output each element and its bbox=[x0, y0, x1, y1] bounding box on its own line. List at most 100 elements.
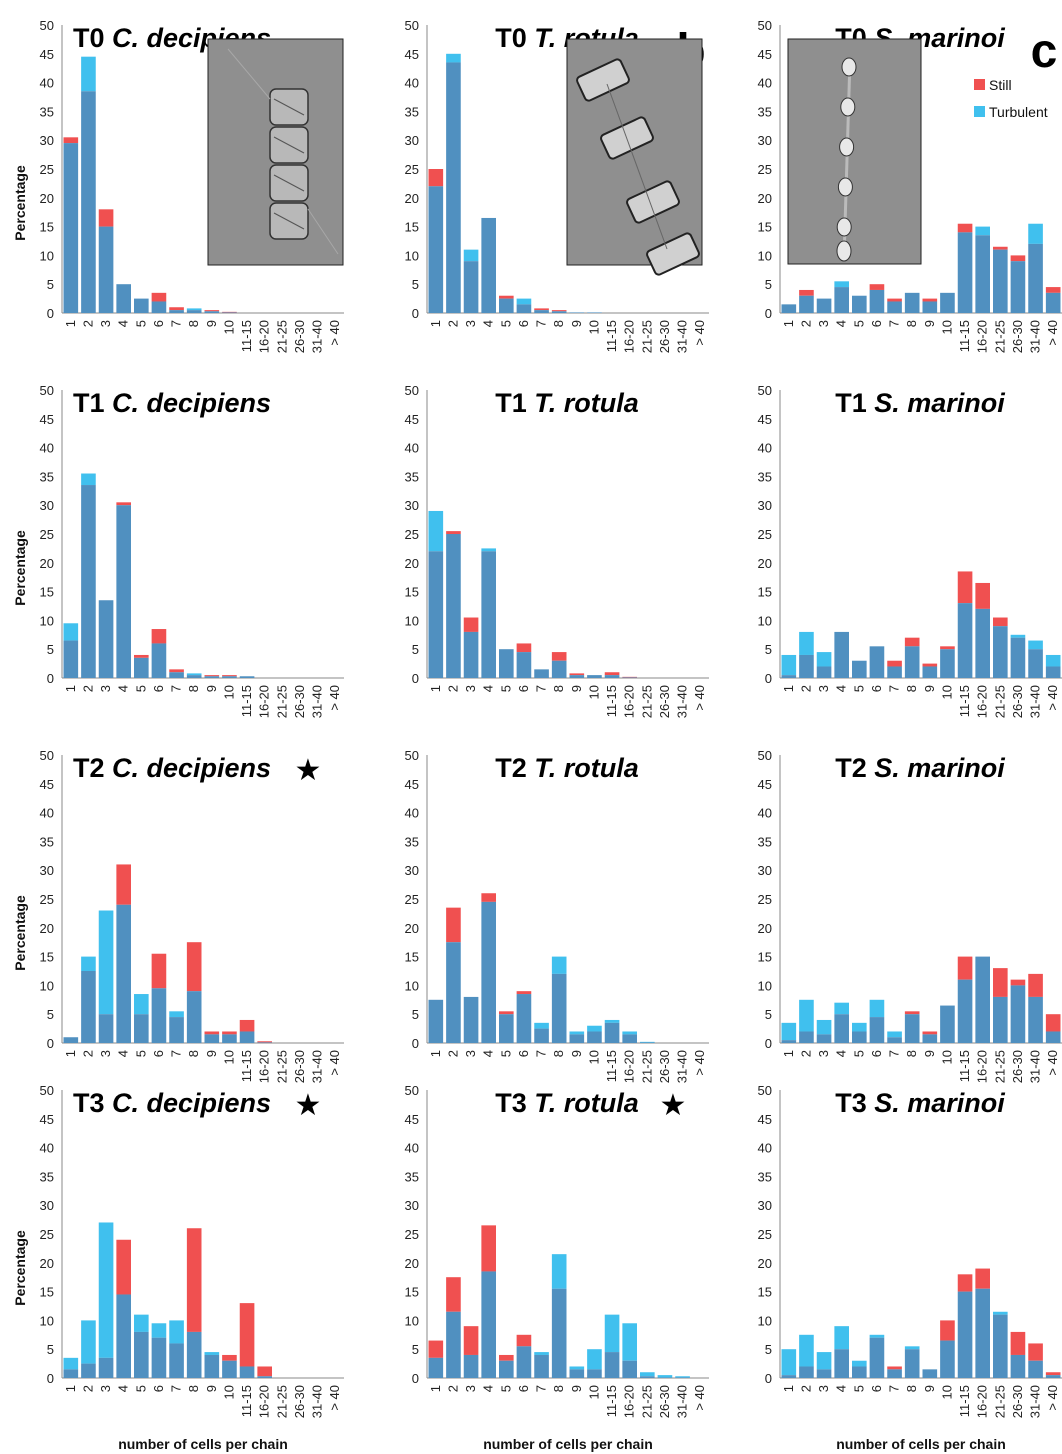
y-tick-label: 30 bbox=[405, 1198, 419, 1213]
x-tick-label: 1 bbox=[63, 685, 78, 692]
bar-excess bbox=[957, 956, 973, 980]
bar-excess bbox=[622, 676, 637, 678]
x-tick-label: 11-15 bbox=[957, 1050, 972, 1082]
x-tick-label: 26-30 bbox=[657, 320, 672, 353]
bar-overlap bbox=[516, 304, 532, 313]
panel-title-species: C. decipiens bbox=[112, 753, 271, 783]
y-tick-label: 5 bbox=[47, 1007, 54, 1022]
y-tick-label: 10 bbox=[758, 978, 772, 993]
bar-excess bbox=[587, 1349, 602, 1370]
y-tick-label: 45 bbox=[40, 412, 54, 427]
x-tick-label: 3 bbox=[98, 320, 113, 327]
y-tick-label: 10 bbox=[405, 978, 419, 993]
x-tick-label: 16-20 bbox=[257, 320, 272, 353]
bar-excess bbox=[204, 1031, 220, 1035]
bar-excess bbox=[799, 289, 814, 296]
y-axis-label: Percentage bbox=[12, 530, 28, 606]
x-tick-label: 31-40 bbox=[675, 1050, 690, 1083]
bar-overlap bbox=[151, 988, 167, 1043]
bar-excess bbox=[1010, 979, 1026, 986]
bar-overlap bbox=[940, 649, 955, 678]
bar-overlap bbox=[1010, 985, 1026, 1043]
y-tick-label: 10 bbox=[758, 613, 772, 628]
bar-overlap bbox=[516, 994, 532, 1043]
bar-overlap bbox=[569, 1034, 585, 1043]
x-tick-label: 4 bbox=[834, 320, 849, 327]
bar-overlap bbox=[222, 676, 237, 678]
panel-title-species: C. decipiens bbox=[112, 388, 271, 418]
bar-excess bbox=[239, 1303, 255, 1367]
x-tick-label: 16-20 bbox=[622, 685, 637, 718]
bar-overlap bbox=[1010, 261, 1026, 313]
y-tick-label: 15 bbox=[758, 220, 772, 235]
x-tick-label: 2 bbox=[80, 685, 95, 692]
cell-shape bbox=[837, 177, 853, 197]
x-tick-label: 8 bbox=[186, 685, 201, 692]
x-tick-label: 21-25 bbox=[639, 1050, 654, 1083]
y-tick-label: 30 bbox=[405, 863, 419, 878]
panel-title-timepoint: T1 bbox=[495, 388, 534, 418]
bar-overlap bbox=[98, 1357, 114, 1378]
bar-overlap bbox=[1045, 1375, 1061, 1378]
x-tick-label: 2 bbox=[445, 320, 460, 327]
bar-excess bbox=[604, 672, 620, 676]
bar-excess bbox=[869, 1334, 885, 1338]
bar-excess bbox=[134, 1314, 149, 1332]
x-tick-label: 5 bbox=[851, 1385, 866, 1392]
bar-overlap bbox=[869, 1337, 885, 1378]
bar-overlap bbox=[239, 1031, 255, 1043]
bar-excess bbox=[975, 582, 990, 609]
x-tick-label: 21-25 bbox=[992, 1050, 1007, 1083]
x-tick-label: 6 bbox=[516, 320, 531, 327]
x-tick-label: 2 bbox=[80, 1050, 95, 1057]
x-tick-label: 31-40 bbox=[1028, 1385, 1043, 1418]
bar-overlap bbox=[834, 631, 849, 678]
bar-overlap bbox=[993, 626, 1008, 678]
x-tick-label: 26-30 bbox=[657, 1050, 672, 1083]
bar-excess bbox=[657, 1375, 673, 1378]
bar-overlap bbox=[993, 1314, 1008, 1378]
bar-excess bbox=[446, 1277, 461, 1312]
y-tick-label: 35 bbox=[405, 834, 419, 849]
x-tick-label: 8 bbox=[904, 1385, 919, 1392]
bar-excess bbox=[81, 56, 96, 92]
x-tick-label: 6 bbox=[151, 320, 166, 327]
y-tick-label: 45 bbox=[758, 777, 772, 792]
y-tick-label: 20 bbox=[758, 921, 772, 936]
x-tick-label: 6 bbox=[869, 1385, 884, 1392]
x-tick-label: 16-20 bbox=[257, 1385, 272, 1418]
bar-overlap bbox=[1010, 637, 1026, 678]
cell-detail bbox=[273, 136, 305, 154]
x-tick-label: 21-25 bbox=[274, 1385, 289, 1418]
bar-excess bbox=[1010, 634, 1026, 638]
x-tick-label: 5 bbox=[498, 1385, 513, 1392]
panel-title: T3 C. decipiens bbox=[73, 1088, 271, 1118]
bar-overlap bbox=[975, 956, 990, 1043]
x-tick-label: 7 bbox=[887, 1385, 902, 1392]
y-tick-label: 50 bbox=[758, 18, 772, 33]
x-tick-label: 7 bbox=[169, 320, 184, 327]
bar-overlap bbox=[816, 1369, 832, 1378]
bar-excess bbox=[463, 1326, 479, 1355]
x-tick-label: 9 bbox=[204, 1385, 219, 1392]
x-tick-label: 2 bbox=[798, 1385, 813, 1392]
bar-excess bbox=[151, 1323, 167, 1338]
y-tick-label: 0 bbox=[765, 1036, 772, 1051]
bar-overlap bbox=[63, 640, 79, 678]
y-tick-label: 20 bbox=[40, 1256, 54, 1271]
bar-overlap bbox=[134, 1014, 149, 1043]
y-tick-label: 10 bbox=[758, 248, 772, 263]
x-tick-label: 4 bbox=[834, 685, 849, 692]
bar-excess bbox=[781, 1349, 797, 1376]
bar-excess bbox=[975, 1268, 990, 1289]
bar-excess bbox=[1045, 654, 1061, 667]
bar-overlap bbox=[781, 304, 797, 313]
y-tick-label: 45 bbox=[40, 1112, 54, 1127]
y-tick-label: 20 bbox=[758, 556, 772, 571]
bar-overlap bbox=[904, 646, 920, 678]
bar-excess bbox=[869, 284, 885, 290]
x-tick-label: 11-15 bbox=[957, 685, 972, 717]
bar-excess bbox=[799, 1334, 814, 1367]
